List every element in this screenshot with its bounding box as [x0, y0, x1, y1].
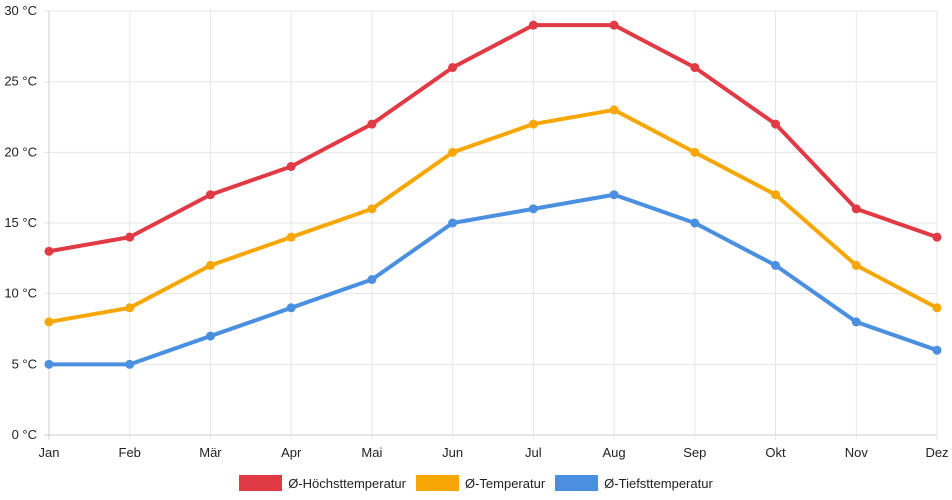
- data-point: [367, 119, 377, 129]
- data-point: [690, 63, 700, 73]
- x-tick-label: Jul: [525, 445, 542, 460]
- x-tick-label: Apr: [281, 445, 302, 460]
- x-tick-label: Sep: [683, 445, 706, 460]
- y-tick-label: 20 °C: [4, 144, 37, 159]
- data-point: [448, 218, 458, 228]
- series-lines: [44, 20, 942, 369]
- data-point: [771, 260, 781, 270]
- x-tick-label: Dez: [925, 445, 948, 460]
- y-tick-label: 5 °C: [12, 356, 37, 371]
- data-point: [609, 105, 619, 115]
- legend-label-max-temperature: Ø-Höchsttemperatur: [288, 475, 406, 491]
- legend-item-min-temperature[interactable]: Ø-Tiefsttemperatur: [555, 475, 713, 491]
- y-tick-label: 10 °C: [4, 286, 37, 301]
- x-tick-label: Aug: [603, 445, 626, 460]
- data-point: [528, 204, 538, 214]
- series-1: [44, 105, 942, 327]
- data-point: [286, 232, 296, 242]
- series-line: [47, 23, 939, 254]
- series-line: [47, 107, 939, 324]
- x-tick-label: Mai: [361, 445, 382, 460]
- data-point: [205, 260, 215, 270]
- legend-swatch-avg-temperature: [415, 475, 459, 491]
- data-point: [609, 190, 619, 200]
- series-line: [47, 192, 939, 367]
- data-point: [851, 260, 861, 270]
- grid-lines: [44, 10, 938, 440]
- data-point: [205, 190, 215, 200]
- legend-swatch-max-temperature: [239, 475, 283, 491]
- data-point: [367, 204, 377, 214]
- x-tick-label: Okt: [765, 445, 786, 460]
- data-point: [690, 147, 700, 157]
- data-point: [44, 317, 54, 327]
- data-point: [771, 190, 781, 200]
- data-point: [44, 246, 54, 256]
- data-point: [205, 331, 215, 341]
- legend-swatch-min-temperature: [555, 475, 599, 491]
- y-tick-label: 30 °C: [4, 3, 37, 18]
- data-point: [448, 63, 458, 73]
- chart-canvas: 0 °C 5 °C 10 °C 15 °C 20 °C 25 °C 30 °C Jan Feb M…: [4, 3, 948, 460]
- axis-labels: 0 °C 5 °C 10 °C 15 °C 20 °C 25 °C 30 °C Jan Feb M…: [4, 3, 948, 460]
- y-tick-label: 0 °C: [12, 427, 37, 442]
- legend-label-avg-temperature: Ø-Temperatur: [464, 475, 546, 491]
- x-tick-label: Jan: [39, 445, 60, 460]
- legend: Ø-Höchsttemperatur Ø-Temperatur Ø-Tiefst…: [0, 473, 952, 493]
- data-point: [448, 147, 458, 157]
- data-point: [367, 275, 377, 285]
- series-2: [44, 190, 942, 369]
- x-tick-label: Mär: [199, 445, 222, 460]
- x-tick-label: Feb: [119, 445, 141, 460]
- data-point: [609, 20, 619, 30]
- series-0: [44, 20, 942, 256]
- data-point: [771, 119, 781, 129]
- y-tick-label: 15 °C: [4, 215, 37, 230]
- legend-item-max-temperature[interactable]: Ø-Höchsttemperatur: [239, 475, 406, 491]
- data-point: [851, 317, 861, 327]
- data-point: [528, 20, 538, 30]
- data-point: [125, 303, 135, 313]
- data-point: [932, 303, 942, 313]
- legend-label-min-temperature: Ø-Tiefsttemperatur: [604, 475, 713, 491]
- data-point: [44, 359, 54, 369]
- y-tick-label: 25 °C: [4, 74, 37, 89]
- data-point: [932, 345, 942, 355]
- data-point: [528, 119, 538, 129]
- data-point: [851, 204, 861, 214]
- data-point: [125, 232, 135, 242]
- data-point: [690, 218, 700, 228]
- legend-item-avg-temperature[interactable]: Ø-Temperatur: [415, 475, 546, 491]
- data-point: [286, 303, 296, 313]
- data-point: [286, 161, 296, 171]
- x-tick-label: Nov: [845, 445, 869, 460]
- x-tick-label: Jun: [442, 445, 463, 460]
- data-point: [125, 359, 135, 369]
- data-point: [932, 232, 942, 242]
